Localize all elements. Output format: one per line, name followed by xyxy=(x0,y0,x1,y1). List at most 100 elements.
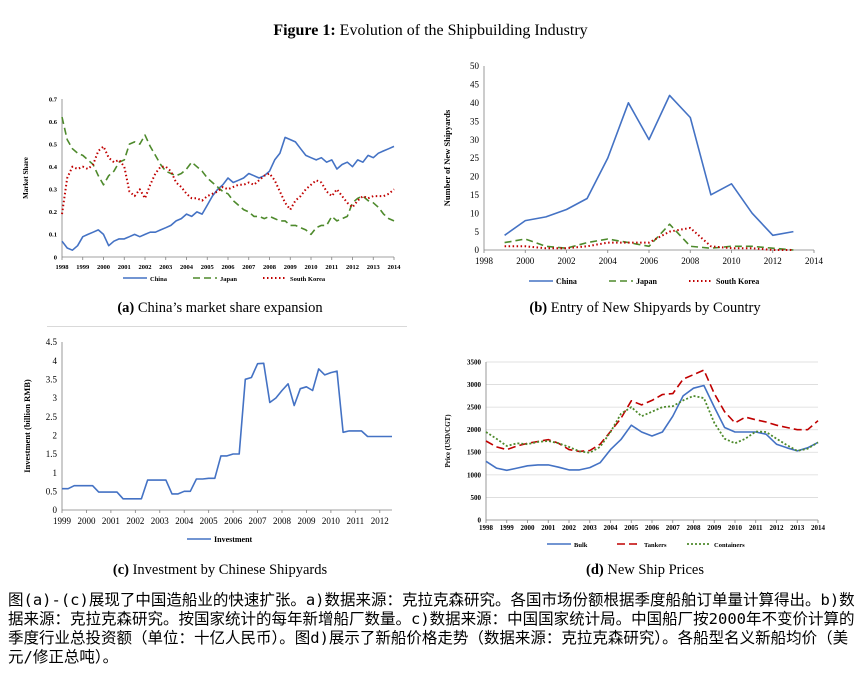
series-line-japan xyxy=(61,116,395,236)
x-tick-label: 2010 xyxy=(322,516,341,526)
legend-label: Japan xyxy=(220,276,237,283)
series-line-investment xyxy=(62,362,392,500)
x-tick-label: 2001 xyxy=(118,264,131,271)
legend-label: Containers xyxy=(714,542,745,549)
x-tick-label: 2000 xyxy=(521,524,536,532)
y-tick-label: 3500 xyxy=(467,358,482,366)
series-line-tankers xyxy=(485,369,819,453)
x-tick-label: 2000 xyxy=(77,516,96,526)
y-axis-title: Number of New Shipyards xyxy=(442,109,452,206)
x-tick-label: 2006 xyxy=(645,524,660,532)
x-tick-label: 2003 xyxy=(151,516,170,526)
x-tick-label: 1998 xyxy=(475,256,494,266)
y-tick-label: 4 xyxy=(53,356,58,366)
y-tick-label: 2.5 xyxy=(46,412,58,422)
y-tick-label: 0 xyxy=(53,505,58,515)
caption-c-text: Investment by Chinese Shipyards xyxy=(132,562,328,578)
x-tick-label: 2005 xyxy=(201,264,215,271)
x-tick-label: 2013 xyxy=(790,524,805,532)
y-tick-label: 0 xyxy=(478,516,482,524)
x-tick-label: 1998 xyxy=(479,524,494,532)
series-line-japan xyxy=(504,223,794,251)
caption-c: (c) Investment by Chinese Shipyards xyxy=(20,562,420,579)
y-tick-label: 0.2 xyxy=(49,209,57,216)
chart-new-shipyards: 0 5 10 15 20 25 30 35 40 45 50 1998 2000 2002 2004 2006… xyxy=(442,61,824,286)
y-tick-label: 45 xyxy=(470,80,480,90)
caption-b-text: Entry of New Shipyards by Country xyxy=(550,300,761,316)
x-tick-label: 2008 xyxy=(681,256,700,266)
legend-label: Tankers xyxy=(644,542,667,549)
x-tick-label: 1998 xyxy=(56,264,70,271)
series-line-south-korea xyxy=(61,145,395,215)
y-tick-label: 25 xyxy=(470,153,480,163)
chart-ship-prices: 0 500 1000 1500 2000 2500 3000 3500 1998 1999 2000… xyxy=(444,358,826,549)
x-tick-label: 2000 xyxy=(516,256,535,266)
x-tick-label: 2008 xyxy=(273,516,292,526)
x-tick-label: 2004 xyxy=(604,524,619,532)
caption-c-label: (c) xyxy=(112,562,129,578)
y-tick-label: 0.5 xyxy=(46,486,58,496)
chart-investment: 0 0.5 1 1.5 2 2.5 3 3.5 4 4.5 1999 2000 2001 2002 2003… xyxy=(22,337,392,544)
y-tick-label: 10 xyxy=(470,208,480,218)
y-tick-label: 4.5 xyxy=(46,337,58,347)
legend-label: China xyxy=(556,277,577,286)
x-tick-label: 2002 xyxy=(562,524,577,532)
legend-label: Bulk xyxy=(574,542,588,549)
x-tick-label: 2012 xyxy=(770,524,785,532)
series-line-bulk xyxy=(485,384,819,472)
y-axis-title: Market Share xyxy=(22,157,30,199)
x-tick-label: 2005 xyxy=(200,516,219,526)
y-tick-label: 3000 xyxy=(467,381,482,389)
x-tick-label: 2008 xyxy=(687,524,702,532)
y-tick-label: 40 xyxy=(470,98,480,108)
series-line-south-korea xyxy=(504,226,794,251)
x-tick-label: 2006 xyxy=(222,264,236,271)
y-tick-label: 2 xyxy=(53,430,58,440)
caption-a-label: (a) xyxy=(117,300,135,316)
x-tick-label: 2004 xyxy=(180,264,194,271)
x-tick-label: 2007 xyxy=(242,264,256,271)
x-tick-label: 2011 xyxy=(325,264,338,271)
series-line-china xyxy=(61,136,395,251)
y-tick-label: 0.4 xyxy=(49,164,58,171)
caption-b-label: (b) xyxy=(529,300,548,316)
caption-d-text: New Ship Prices xyxy=(607,562,705,578)
x-tick-label: 2008 xyxy=(263,264,277,271)
legend-label: South Korea xyxy=(716,277,759,286)
x-tick-label: 2007 xyxy=(249,516,267,526)
x-tick-label: 2002 xyxy=(558,256,576,266)
y-tick-label: 1500 xyxy=(467,449,482,457)
y-tick-label: 20 xyxy=(470,172,480,182)
x-tick-label: 2010 xyxy=(305,264,318,271)
divider-rule xyxy=(47,326,407,327)
y-tick-label: 0.3 xyxy=(49,187,58,194)
x-tick-label: 2012 xyxy=(371,516,389,526)
x-tick-label: 2005 xyxy=(624,524,639,532)
y-tick-label: 3 xyxy=(53,393,58,403)
y-tick-label: 1000 xyxy=(467,471,482,479)
x-tick-label: 2014 xyxy=(811,524,826,532)
figure-label: Figure 1: xyxy=(273,22,336,39)
x-tick-label: 1999 xyxy=(76,264,90,271)
y-tick-label: 1.5 xyxy=(46,449,58,459)
y-tick-label: 15 xyxy=(470,190,480,200)
figure-title: Figure 1: Evolution of the Shipbuilding … xyxy=(0,22,861,40)
x-tick-label: 2012 xyxy=(346,264,359,271)
x-tick-label: 2013 xyxy=(367,264,381,271)
y-tick-label: 2500 xyxy=(467,404,482,412)
x-tick-label: 2011 xyxy=(346,516,364,526)
chart-market-share: 0 0.1 0.2 0.3 0.4 0.5 0.6 0.7 1998 1999 2000 2001 20… xyxy=(22,96,402,283)
x-tick-label: 2010 xyxy=(723,256,742,266)
caption-a: (a) China’s market share expansion xyxy=(20,300,420,317)
x-tick-label: 2009 xyxy=(284,264,298,271)
x-tick-label: 2011 xyxy=(749,524,763,532)
x-tick-label: 2014 xyxy=(388,264,402,271)
caption-d: (d) New Ship Prices xyxy=(440,562,850,579)
x-tick-label: 2007 xyxy=(666,524,681,532)
x-tick-label: 2012 xyxy=(764,256,782,266)
legend-label: Japan xyxy=(636,277,657,286)
x-tick-label: 1999 xyxy=(500,524,515,532)
x-tick-label: 2014 xyxy=(805,256,824,266)
x-tick-label: 2001 xyxy=(102,516,120,526)
y-tick-label: 5 xyxy=(475,227,480,237)
